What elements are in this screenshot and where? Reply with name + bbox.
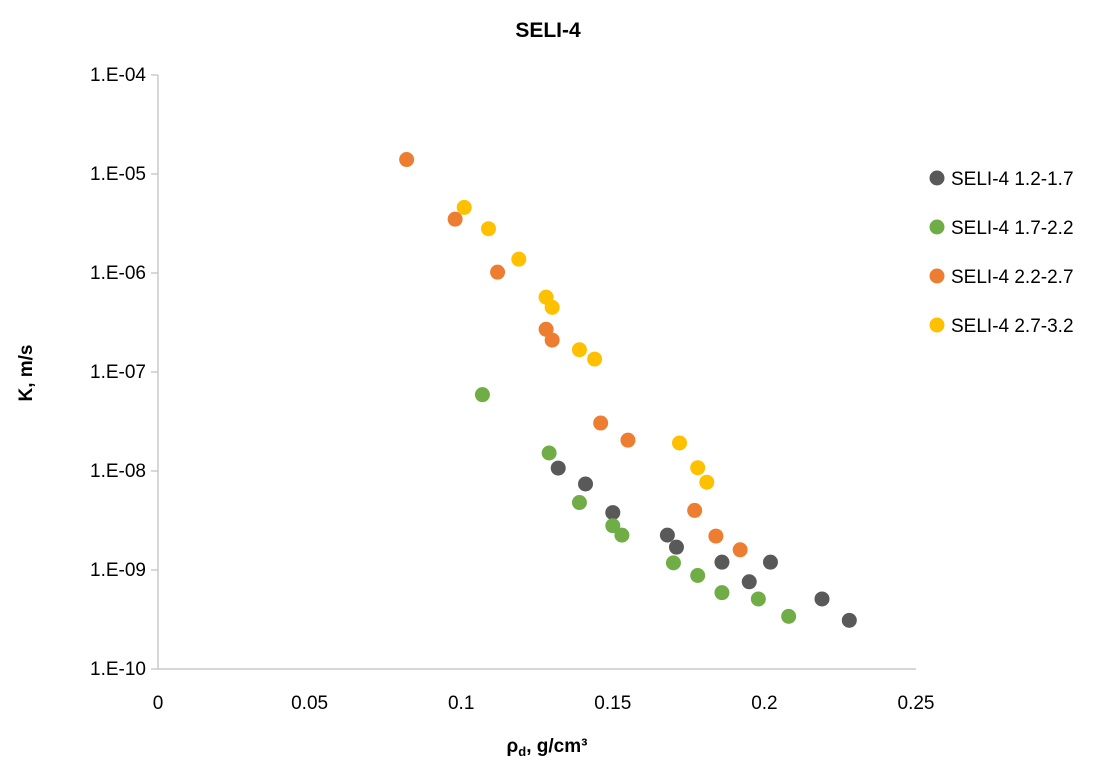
y-tick-label: 1.E-05 bbox=[90, 164, 146, 185]
legend-marker bbox=[929, 268, 945, 284]
legend-marker bbox=[929, 317, 945, 333]
legend: SELI-4 1.2-1.7 SELI-4 1.7-2.2 SELI-4 2.2-2… bbox=[929, 169, 1074, 337]
x-tick-label: 0.2 bbox=[751, 693, 777, 714]
data-point bbox=[659, 527, 675, 543]
data-point bbox=[750, 591, 766, 607]
x-tick-label: 0.05 bbox=[291, 693, 328, 714]
legend-marker bbox=[929, 219, 945, 235]
data-point bbox=[571, 342, 587, 358]
data-point bbox=[490, 264, 506, 280]
y-tick-label: 1.E-06 bbox=[90, 263, 146, 284]
series-4-points bbox=[456, 199, 715, 490]
x-tick-label: 0.25 bbox=[898, 693, 935, 714]
data-point bbox=[447, 211, 463, 227]
data-point bbox=[456, 199, 472, 215]
data-point bbox=[605, 518, 621, 534]
y-tick-labels: 1.E-10 1.E-09 1.E-08 1.E-07 1.E-06 1.E-05 1.E-… bbox=[90, 65, 146, 680]
data-point bbox=[620, 432, 636, 448]
x-axis-title-subscript: d bbox=[518, 744, 526, 759]
data-point bbox=[708, 528, 724, 544]
x-axis-title-rest: , g/cm³ bbox=[526, 736, 587, 757]
data-point bbox=[665, 555, 681, 571]
axes bbox=[151, 74, 916, 670]
data-point bbox=[841, 612, 857, 628]
data-point bbox=[474, 387, 490, 403]
x-tick-label: 0.1 bbox=[448, 693, 474, 714]
data-point bbox=[781, 608, 797, 624]
data-point bbox=[687, 502, 703, 518]
data-point bbox=[511, 251, 527, 267]
data-point bbox=[550, 460, 566, 476]
chart-title: SELI-4 bbox=[515, 19, 581, 42]
data-point bbox=[690, 460, 706, 476]
data-point bbox=[544, 332, 560, 348]
data-point bbox=[741, 574, 757, 590]
series-1-points bbox=[550, 460, 857, 628]
x-axis-title: ρd, g/cm³ bbox=[507, 736, 588, 759]
x-tick-label: 0 bbox=[153, 693, 164, 714]
data-point bbox=[714, 585, 730, 601]
data-point bbox=[480, 221, 496, 237]
series-2-points bbox=[474, 387, 797, 624]
data-point bbox=[541, 445, 557, 461]
data-point bbox=[814, 591, 830, 607]
data-point bbox=[672, 435, 688, 451]
legend-marker bbox=[929, 170, 945, 186]
legend-label: SELI-4 2.7-3.2 bbox=[951, 316, 1074, 337]
data-point bbox=[762, 554, 778, 570]
x-tick-label: 0.15 bbox=[594, 693, 631, 714]
y-axis-title: K, m/s bbox=[16, 344, 37, 401]
data-point bbox=[668, 539, 684, 555]
y-tick-label: 1.E-08 bbox=[90, 461, 146, 482]
legend-label: SELI-4 2.2-2.7 bbox=[951, 267, 1074, 288]
y-tick-label: 1.E-09 bbox=[90, 560, 146, 581]
series-3-points bbox=[399, 152, 748, 558]
data-point bbox=[571, 495, 587, 511]
data-point bbox=[587, 351, 603, 367]
data-point bbox=[690, 567, 706, 583]
y-tick-label: 1.E-04 bbox=[90, 65, 146, 86]
data-point bbox=[699, 474, 715, 490]
data-point bbox=[714, 554, 730, 570]
legend-label: SELI-4 1.2-1.7 bbox=[951, 169, 1074, 190]
data-point bbox=[578, 476, 594, 492]
data-point bbox=[614, 527, 630, 543]
legend-label: SELI-4 1.7-2.2 bbox=[951, 218, 1074, 239]
data-point bbox=[399, 152, 415, 168]
y-tick-label: 1.E-07 bbox=[90, 362, 146, 383]
data-point bbox=[605, 505, 621, 521]
x-tick-labels: 0 0.05 0.1 0.15 0.2 0.25 bbox=[153, 693, 935, 714]
data-point bbox=[593, 415, 609, 431]
x-axis-title-main: ρ bbox=[507, 736, 519, 757]
data-point bbox=[544, 299, 560, 315]
y-tick-label: 1.E-10 bbox=[90, 659, 146, 680]
data-points bbox=[399, 152, 857, 628]
data-point bbox=[732, 542, 748, 558]
